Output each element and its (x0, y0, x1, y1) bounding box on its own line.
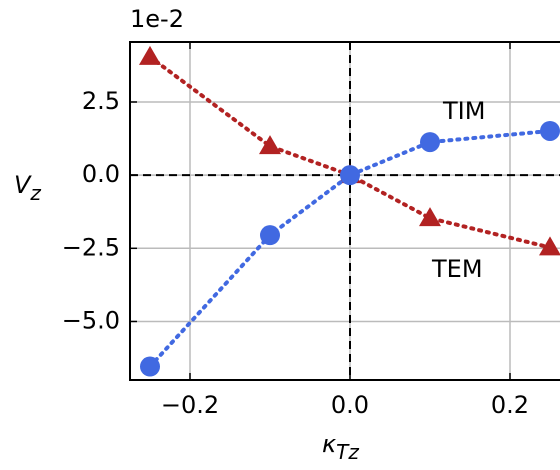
y-tick-label: −5.0 (62, 306, 120, 334)
y-label: Vz (14, 171, 41, 205)
marker (539, 236, 560, 256)
x-tick-label: −0.2 (161, 391, 219, 419)
y-tick-label: −2.5 (62, 233, 120, 261)
series-label: TIM (442, 97, 485, 125)
y-tick-label: 2.5 (82, 87, 120, 115)
x-tick-label: 0.2 (491, 391, 529, 419)
marker (139, 45, 161, 65)
y-label-sub: z (29, 181, 41, 205)
series-label: TEM (431, 255, 483, 283)
marker (419, 207, 441, 227)
series-line (148, 128, 552, 369)
marker (260, 225, 280, 246)
marker (420, 132, 440, 153)
y-tick-label: 0.0 (82, 160, 120, 188)
marker (540, 120, 560, 141)
x-label-sub: Tz (336, 440, 359, 464)
x-label-main: κ (322, 430, 337, 458)
offset-text: 1e-2 (130, 5, 184, 33)
marker (259, 135, 281, 155)
marker (340, 165, 360, 186)
x-label: κTz (322, 430, 359, 464)
axes-frame (129, 41, 560, 381)
marker (140, 356, 160, 377)
y-label-main: V (14, 171, 32, 199)
x-tick-label: 0.0 (331, 391, 369, 419)
